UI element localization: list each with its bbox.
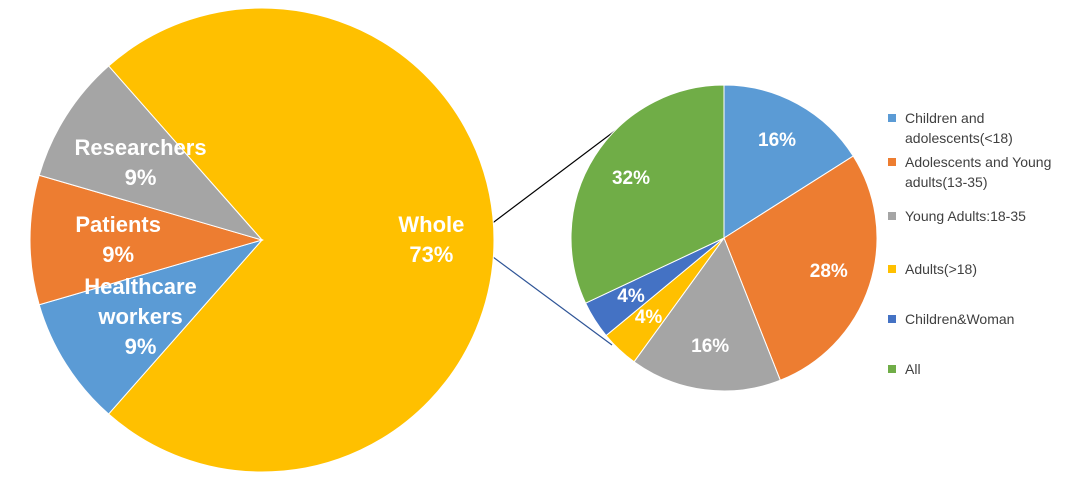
value-label: 32% [611, 167, 650, 189]
legend-swatch [888, 212, 896, 220]
pie-slice [723, 155, 878, 381]
pie-slice [107, 7, 495, 473]
category-label: Healthcare workers [84, 274, 197, 330]
value-label: 9% [124, 334, 157, 360]
legend-item: Children&Woman [888, 309, 1063, 329]
legend-label: Young Adults:18-35 [905, 208, 1026, 224]
slice-label: 4% [617, 286, 644, 308]
legend-item: Adults(>18) [888, 259, 1063, 279]
value-label: 9% [124, 164, 157, 190]
legend-item: Adolescents and Young adults(13-35) [888, 152, 1063, 192]
slice-label: Healthcare workers 9% [66, 272, 216, 362]
value-label: 73% [409, 242, 454, 267]
pie-slice [633, 236, 781, 392]
legend-label: Adolescents and Young adults(13-35) [905, 154, 1052, 190]
category-label: Whole [398, 212, 465, 237]
slice-label: 16% [758, 130, 796, 152]
slice-label: 32% [612, 168, 650, 190]
legend-item: All [888, 359, 1063, 379]
category-label: Patients [75, 212, 161, 237]
value-label: 16% [691, 336, 730, 358]
legend-label: All [905, 361, 921, 377]
slice-label: 16% [691, 336, 729, 358]
legend-swatch [888, 315, 896, 323]
pie-slice [723, 84, 854, 239]
value-label: 16% [758, 130, 797, 152]
legend-label: Children&Woman [905, 311, 1015, 327]
legend-item: Children and adolescents(<18) [888, 108, 1063, 148]
legend-swatch [888, 158, 896, 166]
pie-slice [570, 84, 725, 304]
pie-slice [29, 174, 264, 306]
legend-swatch [888, 365, 896, 373]
value-label: 9% [102, 242, 135, 267]
legend-swatch [888, 265, 896, 273]
pie-slice [38, 65, 264, 241]
slice-label: Whole 73% [356, 210, 506, 270]
category-label: Researchers [74, 134, 207, 160]
slice-label: 4% [635, 307, 662, 329]
value-label: 28% [809, 261, 848, 283]
slice-label: Patients 9% [43, 210, 193, 270]
legend-item: Young Adults:18-35 [888, 206, 1063, 226]
slice-label: Researchers 9% [66, 133, 216, 193]
legend-swatch [888, 114, 896, 122]
slice-label: 28% [810, 261, 848, 283]
pie-slice [38, 239, 264, 415]
legend-label: Children and adolescents(<18) [905, 110, 1013, 146]
legend-label: Adults(>18) [905, 261, 977, 277]
value-label: 4% [617, 286, 645, 308]
value-label: 4% [634, 307, 663, 329]
